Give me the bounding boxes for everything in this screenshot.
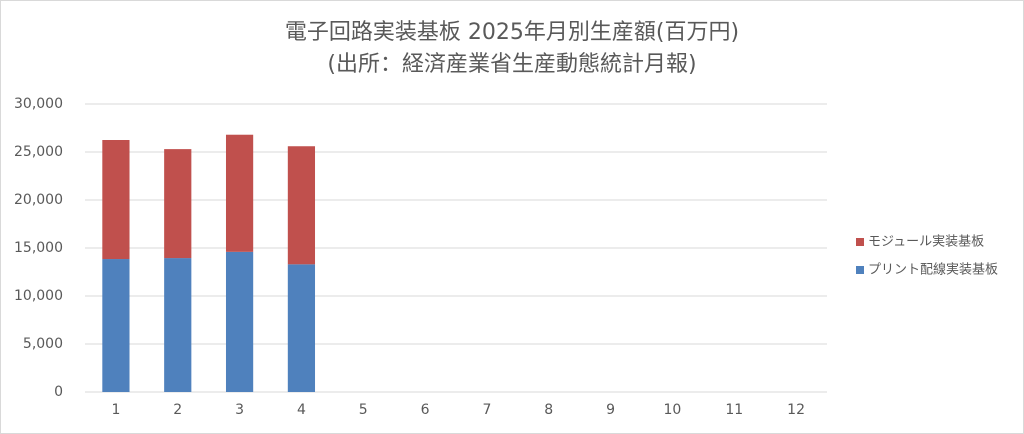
bar-segment xyxy=(225,251,254,392)
x-tick-label: 12 xyxy=(787,402,805,418)
y-tick-label: 5,000 xyxy=(23,336,63,352)
legend-swatch xyxy=(856,266,864,274)
x-tick-label: 8 xyxy=(544,402,553,418)
x-tick-label: 2 xyxy=(173,402,182,418)
legend-label: モジュール実装基板 xyxy=(868,234,984,250)
x-tick-label: 7 xyxy=(482,402,491,418)
bar-segment xyxy=(102,140,130,260)
x-tick-label: 11 xyxy=(725,402,743,418)
y-tick-label: 10,000 xyxy=(14,288,63,304)
x-tick-label: 5 xyxy=(359,402,368,418)
bar-segment xyxy=(164,258,192,392)
chart-subtitle: (出所：経済産業省生産動態統計月報) xyxy=(327,52,696,77)
x-tick-label: 1 xyxy=(111,402,120,418)
bar-segment xyxy=(164,149,192,259)
bar-segment xyxy=(287,264,316,392)
legend-label: プリント配線実装基板 xyxy=(868,262,998,278)
y-tick-label: 15,000 xyxy=(14,240,63,256)
x-tick-label: 10 xyxy=(664,402,682,418)
bar-segment xyxy=(102,259,130,392)
y-tick-label: 25,000 xyxy=(14,144,63,160)
legend-swatch xyxy=(856,238,864,246)
bar-segment xyxy=(225,134,254,252)
y-tick-label: 30,000 xyxy=(14,96,63,112)
x-tick-label: 3 xyxy=(235,402,244,418)
x-tick-label: 6 xyxy=(421,402,430,418)
y-tick-label: 0 xyxy=(54,384,63,400)
bar-segment xyxy=(287,146,316,265)
y-tick-label: 20,000 xyxy=(14,192,63,208)
x-tick-label: 4 xyxy=(297,402,306,418)
x-tick-label: 9 xyxy=(606,402,615,418)
chart-title: 電子回路実装基板 2025年月別生産額(百万円) xyxy=(285,20,739,45)
